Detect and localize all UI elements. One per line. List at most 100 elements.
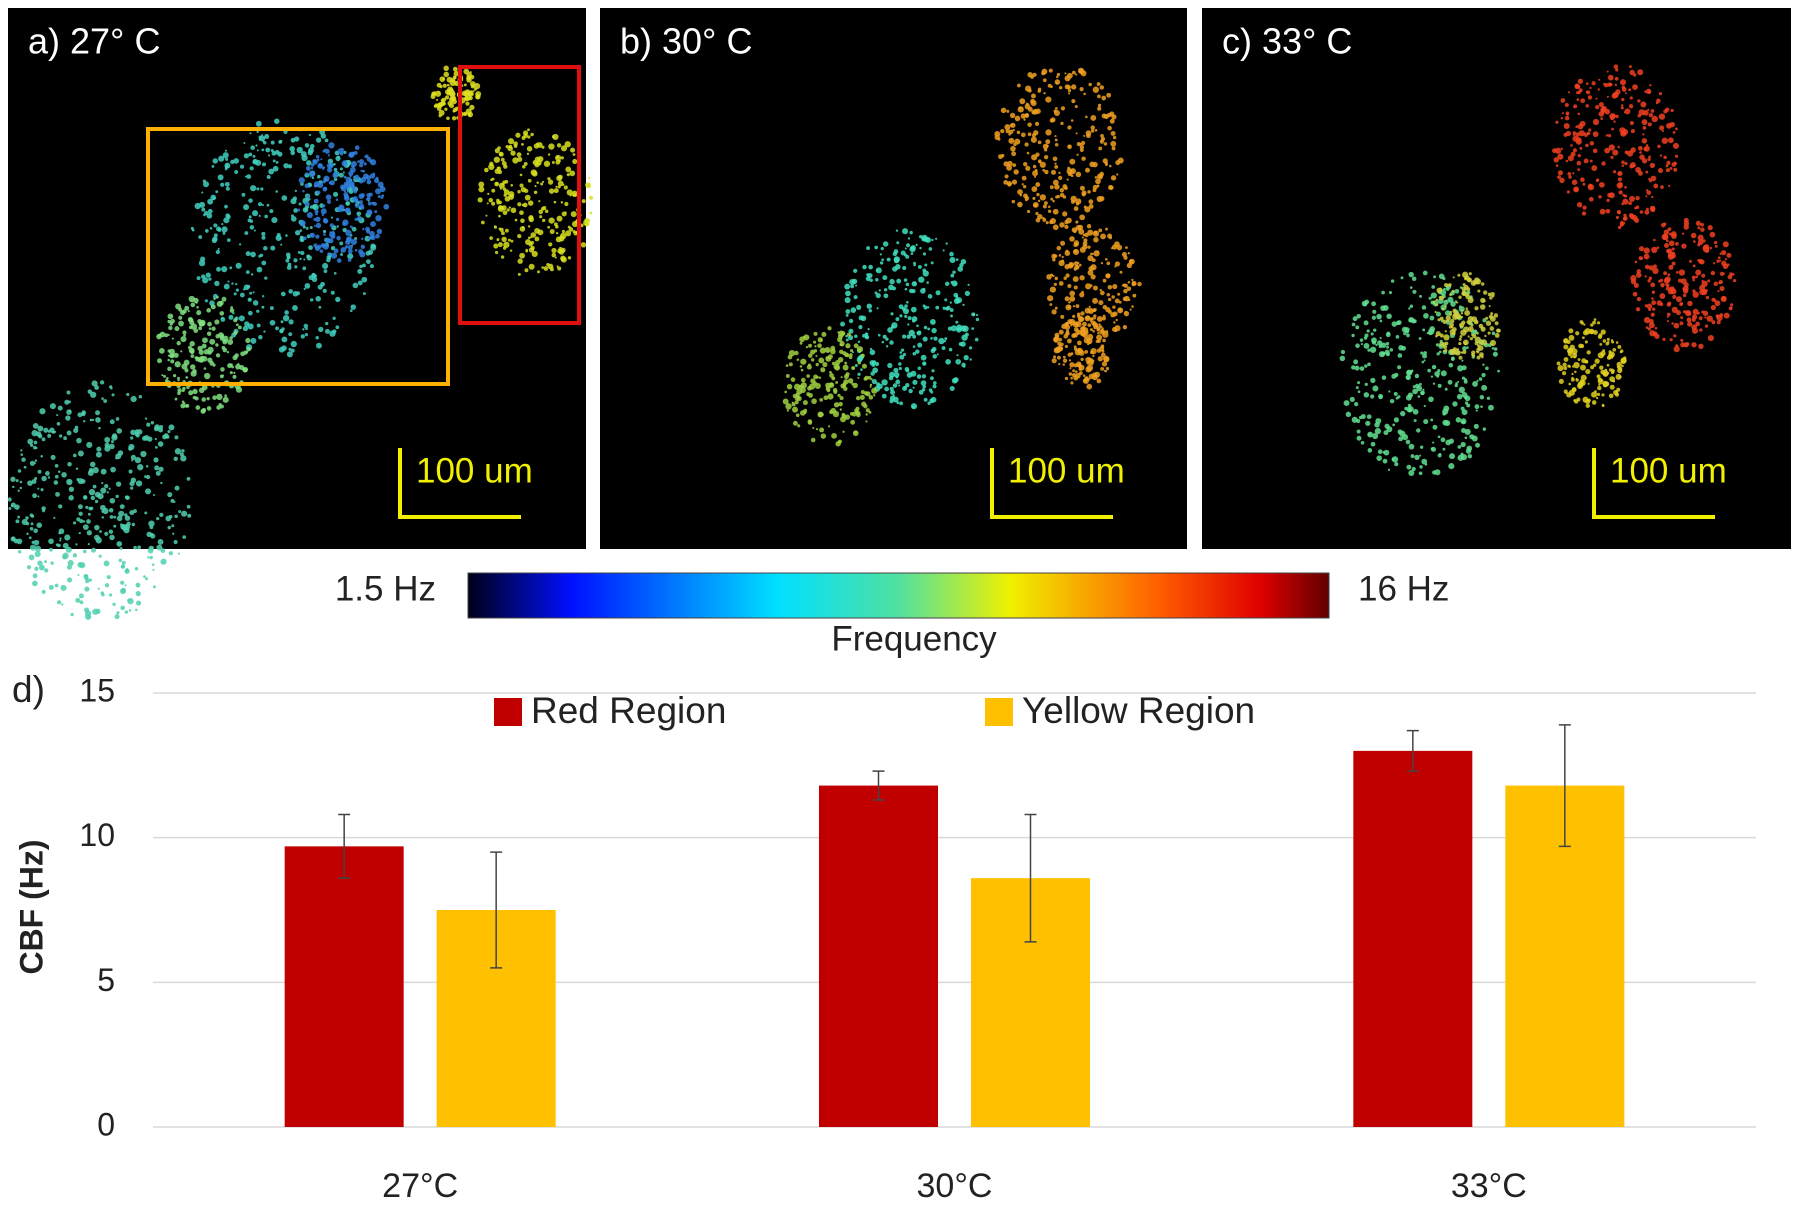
speckle [39, 408, 46, 415]
speckle [359, 200, 363, 205]
speckle [1367, 448, 1373, 453]
speckle [452, 109, 456, 113]
speckle [864, 332, 869, 337]
speckle [1475, 320, 1478, 324]
speckle [1075, 321, 1082, 328]
speckle [326, 167, 333, 173]
speckle [1626, 150, 1634, 157]
speckle [193, 297, 199, 304]
speckle [298, 202, 302, 206]
speckle [1051, 358, 1057, 364]
error-bar [1024, 813, 1037, 943]
speckle [1629, 195, 1636, 202]
speckle [37, 560, 43, 566]
speckle [1394, 461, 1399, 467]
speckle [1429, 315, 1435, 321]
speckle [890, 389, 896, 395]
speckle [130, 436, 134, 440]
speckle [1108, 184, 1114, 190]
speckle [948, 347, 953, 352]
speckle [1054, 107, 1058, 110]
speckle [247, 218, 252, 223]
speckle [1645, 195, 1648, 198]
y-tick-label: 15 [79, 672, 115, 708]
speckle [1614, 83, 1618, 87]
speckle [1580, 98, 1586, 104]
speckle [912, 379, 918, 385]
speckle [1460, 312, 1464, 315]
speckle [78, 593, 84, 599]
speckle [1461, 320, 1466, 325]
speckle [570, 147, 576, 153]
speckle [1643, 147, 1647, 151]
speckle [201, 207, 206, 212]
speckle [1722, 241, 1729, 248]
speckle [1035, 108, 1041, 114]
speckle [1699, 328, 1703, 332]
speckle [1605, 134, 1609, 137]
speckle [1357, 381, 1361, 385]
speckle [326, 199, 332, 204]
speckle [1452, 401, 1458, 407]
speckle [1585, 82, 1589, 85]
speckle [203, 213, 206, 217]
speckle [521, 203, 525, 207]
speckle [134, 566, 139, 571]
speckle [198, 259, 206, 267]
speckle [572, 158, 578, 165]
speckle [1351, 322, 1356, 327]
speckle [1067, 338, 1072, 344]
speckle [1085, 167, 1090, 173]
speckle [1408, 318, 1413, 323]
speckle [954, 283, 957, 286]
speckle [859, 394, 865, 401]
speckle [1009, 112, 1016, 119]
speckle [47, 476, 51, 479]
speckle [785, 374, 790, 378]
speckle [1105, 227, 1108, 231]
speckle [198, 321, 204, 327]
speckle [547, 179, 554, 185]
speckle [158, 333, 162, 337]
speckle [1032, 197, 1035, 200]
speckle [539, 215, 543, 219]
speckle [1615, 215, 1619, 220]
speckle [1054, 164, 1059, 169]
y-tick-label: 10 [79, 817, 115, 853]
speckle [297, 251, 301, 254]
speckle [193, 328, 199, 333]
speckle [1024, 195, 1030, 201]
speckle [87, 470, 94, 476]
speckle [1615, 390, 1619, 394]
speckle [1665, 164, 1669, 168]
speckle [1583, 323, 1586, 326]
speckle [1660, 222, 1666, 228]
speckle [1669, 286, 1675, 292]
speckle [1049, 220, 1054, 225]
speckle [213, 223, 218, 228]
speckle [1110, 175, 1117, 181]
speckle [551, 247, 557, 254]
speckle [959, 262, 964, 268]
speckle [1701, 280, 1708, 287]
speckle [1112, 135, 1117, 140]
speckle [1698, 343, 1704, 350]
error-bar-line [490, 851, 503, 969]
speckle [1102, 338, 1106, 343]
speckle [1452, 276, 1455, 279]
speckle [1043, 148, 1048, 152]
speckle [104, 484, 109, 489]
speckle [1087, 245, 1091, 249]
speckle [1104, 161, 1108, 165]
speckle [330, 252, 338, 259]
speckle [1391, 321, 1398, 327]
speckle [1624, 185, 1627, 189]
speckle [792, 420, 798, 426]
speckle [1079, 87, 1084, 92]
speckle [1671, 247, 1675, 251]
speckle [825, 386, 831, 392]
speckle [1590, 365, 1595, 370]
speckle [785, 364, 789, 367]
speckle [374, 210, 378, 214]
speckle [1579, 146, 1583, 150]
